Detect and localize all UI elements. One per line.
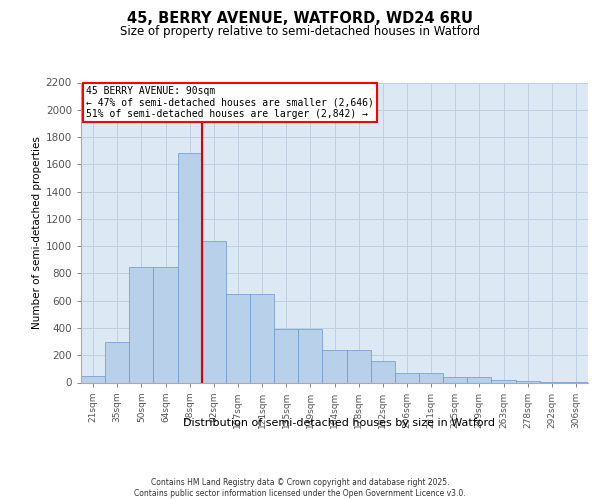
Text: 45 BERRY AVENUE: 90sqm
← 47% of semi-detached houses are smaller (2,646)
51% of : 45 BERRY AVENUE: 90sqm ← 47% of semi-det… (86, 86, 374, 118)
Text: Size of property relative to semi-detached houses in Watford: Size of property relative to semi-detach… (120, 25, 480, 38)
Bar (105, 342, 129, 382)
Bar (81, 376, 105, 382)
Bar (419, 373, 443, 382)
Bar (226, 294, 250, 382)
Bar (371, 362, 395, 382)
Bar (322, 350, 347, 382)
Bar (202, 240, 226, 382)
Bar (491, 380, 515, 382)
Bar (250, 294, 274, 382)
Bar (129, 266, 154, 382)
Bar (395, 373, 419, 382)
Bar (154, 266, 178, 382)
Bar (443, 377, 467, 382)
Text: Distribution of semi-detached houses by size in Watford: Distribution of semi-detached houses by … (183, 418, 495, 428)
Bar (178, 154, 202, 382)
Bar (347, 350, 371, 382)
Y-axis label: Number of semi-detached properties: Number of semi-detached properties (32, 136, 41, 329)
Bar (467, 377, 491, 382)
Text: Contains HM Land Registry data © Crown copyright and database right 2025.
Contai: Contains HM Land Registry data © Crown c… (134, 478, 466, 498)
Text: 45, BERRY AVENUE, WATFORD, WD24 6RU: 45, BERRY AVENUE, WATFORD, WD24 6RU (127, 11, 473, 26)
Bar (298, 330, 322, 382)
Bar (274, 330, 298, 382)
Bar (515, 381, 540, 382)
